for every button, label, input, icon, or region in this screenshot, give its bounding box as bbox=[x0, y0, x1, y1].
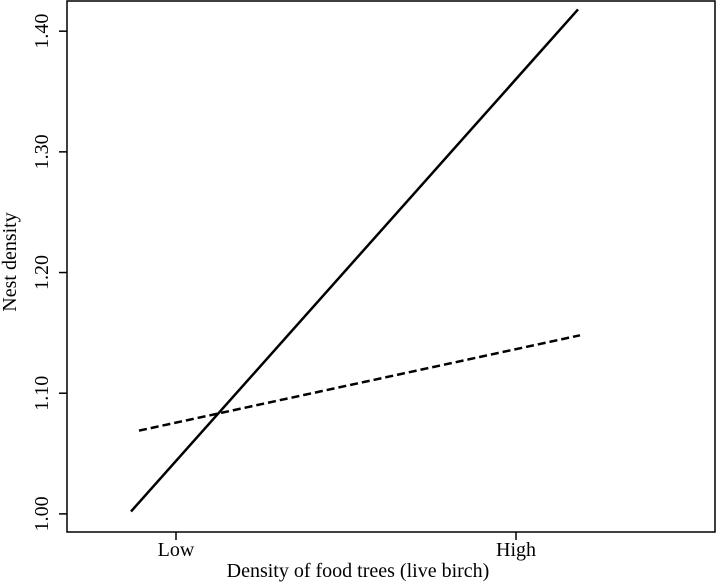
x-tick-label: High bbox=[496, 539, 536, 561]
x-axis-title: Density of food trees (live birch) bbox=[227, 560, 490, 582]
series-layer bbox=[130, 8, 581, 513]
x-axis: Low High bbox=[158, 532, 536, 561]
y-tick-label: 1.20 bbox=[31, 255, 53, 290]
y-axis: 1.00 1.10 1.20 1.30 1.40 bbox=[31, 14, 67, 531]
series-line-solid bbox=[130, 8, 579, 513]
y-tick-label: 1.00 bbox=[31, 496, 53, 531]
x-tick-label: Low bbox=[158, 539, 195, 561]
y-tick-label: 1.40 bbox=[31, 14, 53, 49]
plot-frame bbox=[66, 0, 716, 533]
series-line-dashed bbox=[138, 334, 581, 432]
y-tick-label: 1.10 bbox=[31, 376, 53, 411]
y-axis-title: Nest density bbox=[0, 212, 21, 311]
y-tick-label: 1.30 bbox=[31, 134, 53, 169]
